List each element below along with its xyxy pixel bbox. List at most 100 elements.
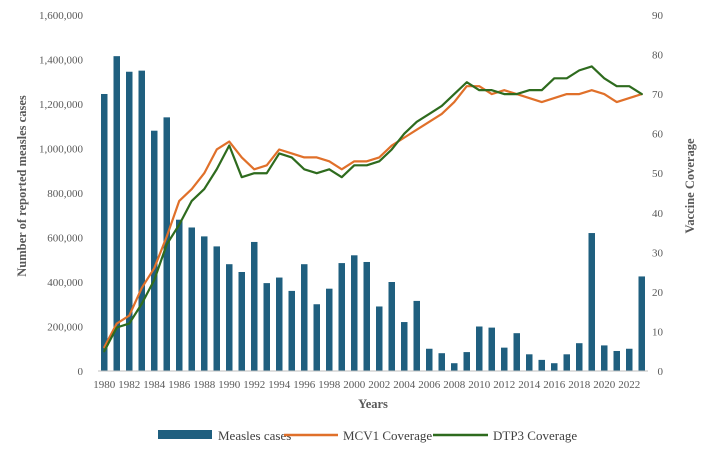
bar-measles-cases-1981 (113, 56, 120, 371)
line-series-group (103, 65, 643, 353)
bar-series-measles-cases (101, 56, 645, 372)
y-tick-label: 600,000 (47, 233, 83, 245)
bar-measles-cases-1991 (238, 271, 245, 371)
bar-measles-cases-2016 (551, 363, 558, 371)
x-tick-label: 2006 (418, 379, 441, 391)
bar-measles-cases-2023 (638, 276, 645, 371)
bar-measles-cases-1982 (126, 71, 133, 372)
bar-measles-cases-2019 (588, 233, 595, 371)
bar-measles-cases-2006 (426, 348, 433, 371)
y2-tick-label: 10 (652, 326, 664, 338)
bar-measles-cases-2000 (351, 255, 358, 371)
x-tick-label: 1986 (168, 379, 191, 391)
bar-measles-cases-2007 (438, 353, 445, 371)
bar-measles-cases-1989 (213, 246, 220, 371)
y2-tick-label: 20 (652, 287, 664, 299)
y-tick-label: 0 (78, 366, 84, 378)
bar-measles-cases-2004 (401, 322, 408, 371)
legend-label-dtp3: DTP3 Coverage (493, 428, 577, 443)
x-tick-label: 2018 (568, 379, 591, 391)
y2-tick-label: 40 (652, 208, 664, 220)
x-tick-label: 2012 (493, 379, 515, 391)
y-tick-label: 200,000 (47, 322, 83, 334)
x-tick-label: 1998 (318, 379, 341, 391)
bar-measles-cases-1992 (251, 241, 258, 371)
bar-measles-cases-1986 (176, 219, 183, 371)
bar-measles-cases-1993 (263, 283, 270, 371)
y2-axis-title: Vaccine Coverage (683, 138, 697, 233)
y2-tick-label: 0 (658, 366, 664, 378)
bar-measles-cases-2021 (613, 350, 620, 371)
line-mcv1-coverage (103, 85, 643, 349)
bar-measles-cases-2005 (413, 300, 420, 371)
bar-measles-cases-1998 (326, 288, 333, 371)
y-axis-ticks: 0 200,000 400,000 600,000 800,000 1,000,000 1,… (39, 10, 84, 378)
x-tick-label: 2002 (368, 379, 390, 391)
x-tick-label: 2008 (443, 379, 466, 391)
legend-swatch-measles-cases (158, 430, 212, 439)
x-tick-label: 2022 (618, 379, 640, 391)
bar-measles-cases-1987 (188, 227, 195, 371)
y-tick-label: 400,000 (47, 277, 83, 289)
bar-measles-cases-2010 (476, 326, 483, 371)
y2-tick-label: 50 (652, 168, 664, 180)
y2-tick-label: 60 (652, 129, 664, 141)
x-tick-label: 1994 (268, 379, 291, 391)
bar-measles-cases-2017 (563, 354, 570, 371)
x-axis-title: Years (358, 397, 388, 411)
bar-measles-cases-1983 (138, 70, 145, 372)
bar-measles-cases-2015 (538, 359, 545, 372)
x-tick-label: 1982 (118, 379, 140, 391)
bar-measles-cases-1984 (151, 130, 158, 371)
y2-axis-ticks: 0 10 20 30 40 50 60 70 80 90 (652, 10, 664, 378)
legend-label-measles-cases: Measles cases (218, 428, 291, 443)
bar-measles-cases-2011 (488, 327, 495, 371)
x-tick-label: 1990 (218, 379, 241, 391)
bar-measles-cases-2008 (451, 363, 458, 371)
bar-measles-cases-1980 (101, 93, 108, 372)
legend: Measles cases MCV1 Coverage DTP3 Coverag… (158, 428, 577, 443)
bar-measles-cases-2001 (363, 261, 370, 371)
x-tick-label: 2010 (468, 379, 491, 391)
y2-tick-label: 80 (652, 50, 664, 62)
y2-tick-label: 70 (652, 89, 664, 101)
x-tick-label: 1988 (193, 379, 216, 391)
bar-measles-cases-1999 (338, 263, 345, 371)
y2-tick-label: 90 (652, 10, 664, 22)
bar-measles-cases-1988 (201, 236, 208, 371)
y-tick-label: 800,000 (47, 188, 83, 200)
bar-measles-cases-1995 (288, 290, 295, 371)
x-tick-label: 2020 (593, 379, 616, 391)
bar-measles-cases-2022 (626, 348, 633, 371)
bar-measles-cases-2002 (376, 306, 383, 371)
line-dtp3-coverage (103, 65, 643, 353)
x-tick-label: 1996 (293, 379, 316, 391)
y-tick-label: 1,000,000 (39, 144, 84, 156)
x-tick-label: 2014 (518, 379, 541, 391)
x-tick-label: 2016 (543, 379, 566, 391)
y-tick-label: 1,200,000 (39, 99, 84, 111)
x-tick-label: 2000 (343, 379, 366, 391)
x-tick-label: 2004 (393, 379, 416, 391)
bar-measles-cases-1994 (276, 277, 283, 371)
x-tick-label: 1992 (243, 379, 265, 391)
y-tick-label: 1,600,000 (39, 10, 84, 22)
x-tick-label: 1980 (93, 379, 116, 391)
bar-measles-cases-1996 (301, 264, 308, 371)
bar-measles-cases-2020 (601, 345, 608, 371)
bar-measles-cases-2014 (526, 354, 533, 371)
bar-measles-cases-1990 (226, 264, 233, 371)
x-axis-ticks: 1980 1982 1984 1986 1988 1990 1992 1994 1996 1998… (93, 379, 640, 391)
y-tick-label: 1,400,000 (39, 55, 84, 67)
bar-measles-cases-2013 (513, 333, 520, 371)
y2-tick-label: 30 (652, 247, 664, 259)
legend-label-mcv1: MCV1 Coverage (343, 428, 432, 443)
x-tick-label: 1984 (143, 379, 166, 391)
bar-measles-cases-2012 (501, 347, 508, 371)
bar-measles-cases-2018 (576, 343, 583, 371)
y-axis-title: Number of reported measles cases (15, 95, 29, 277)
bar-measles-cases-2009 (463, 352, 470, 371)
bar-measles-cases-2003 (388, 282, 395, 371)
bar-measles-cases-1997 (313, 304, 320, 371)
